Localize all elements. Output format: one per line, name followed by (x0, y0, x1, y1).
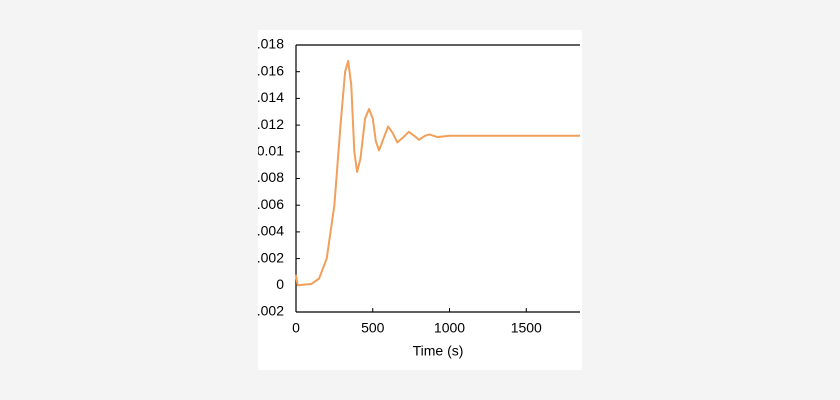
x-axis-label: Time (s) (413, 343, 464, 359)
y-tick-label: -0.002 (244, 303, 284, 319)
x-tick-label: 0 (292, 320, 300, 336)
y-tick-label: 0.012 (249, 116, 284, 132)
x-tick-label: 1500 (511, 320, 542, 336)
panel (258, 30, 582, 370)
y-tick-label: 0.018 (249, 36, 284, 52)
data-line (295, 60, 580, 287)
plot: -0.002 0 0.002 0.004 0.006 0.008 0.01 0.012 0.01… (244, 36, 580, 336)
x-tick-label: 1000 (434, 320, 465, 336)
y-tick-label: 0.006 (249, 196, 284, 212)
y-tick-label: 0.008 (249, 169, 284, 185)
x-tick-label: 500 (361, 320, 385, 336)
y-tick-label: 0 (276, 276, 284, 292)
y-tick-label: 0.004 (249, 223, 284, 239)
y-tick-label: 0.002 (249, 249, 284, 265)
y-tick-label: 0.016 (249, 62, 284, 78)
y-tick-label: 0.01 (257, 143, 284, 159)
y-tick-label: 0.014 (249, 89, 284, 105)
